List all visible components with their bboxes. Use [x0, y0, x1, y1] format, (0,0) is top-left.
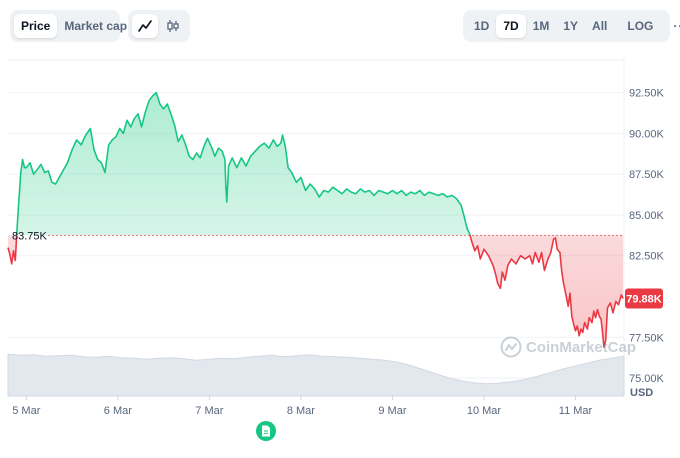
line-chart-button[interactable]	[132, 14, 158, 38]
chart-type-toggle	[128, 10, 190, 42]
volume-area	[7, 353, 625, 397]
x-tick-label: 9 Mar	[378, 405, 406, 417]
price-chart[interactable]: 83.75K 92.50K 90.00K 87.50K 85.00K 82.50K 77.…	[0, 55, 680, 453]
x-tick-label: 10 Mar	[467, 405, 502, 417]
y-tick-label: 90.00K	[629, 128, 665, 140]
coinmarketcap-logo-icon	[500, 336, 522, 358]
candlestick-icon	[167, 20, 179, 32]
y-axis-unit-label: USD	[630, 387, 653, 399]
range-7d[interactable]: 7D	[496, 14, 526, 38]
y-tick-label: 92.50K	[629, 88, 665, 100]
price-chart-svg: 83.75K 92.50K 90.00K 87.50K 85.00K 82.50K 77.…	[7, 59, 665, 417]
coinmarketcap-watermark: CoinMarketCap	[500, 336, 636, 358]
x-tick-label: 7 Mar	[195, 405, 223, 417]
x-tick-label: 5 Mar	[12, 405, 40, 417]
range-all[interactable]: All	[592, 19, 608, 33]
y-tick-label: 87.50K	[629, 169, 665, 181]
range-1d[interactable]: 1D	[474, 19, 490, 33]
range-1m[interactable]: 1M	[532, 19, 550, 33]
range-1y[interactable]: 1Y	[563, 19, 579, 33]
more-options-button[interactable]: ···	[666, 14, 680, 38]
x-tick-label: 8 Mar	[287, 405, 315, 417]
metric-toggle: Price Market cap	[10, 10, 127, 42]
y-tick-label: 75.00K	[629, 373, 665, 385]
y-tick-label: 77.50K	[629, 332, 665, 344]
document-icon	[262, 425, 270, 437]
x-tick-label: 6 Mar	[104, 405, 132, 417]
y-tick-label: 82.50K	[629, 251, 665, 263]
y-tick-label: 85.00K	[629, 210, 665, 222]
market-cap-tab[interactable]: Market cap	[64, 19, 128, 33]
range-toggle: 1D 7D 1M 1Y All LOG ···	[463, 10, 680, 42]
log-scale-button[interactable]: LOG	[627, 19, 654, 33]
current-price-label: 79.88K	[626, 293, 662, 305]
more-icon: ···	[673, 19, 680, 33]
x-tick-label: 11 Mar	[559, 405, 593, 417]
price-line-up	[15, 91, 471, 236]
news-event-marker[interactable]	[256, 421, 276, 441]
current-price-badge	[625, 288, 663, 309]
watermark-text: CoinMarketCap	[526, 338, 637, 356]
price-area-below-reference	[8, 235, 624, 348]
candlestick-button[interactable]	[160, 14, 186, 38]
price-line-down	[7, 235, 624, 348]
price-tab[interactable]: Price	[14, 14, 58, 38]
price-area-above-reference	[8, 92, 624, 236]
reference-price-label: 83.75K	[12, 230, 48, 242]
line-chart-icon	[138, 20, 152, 32]
